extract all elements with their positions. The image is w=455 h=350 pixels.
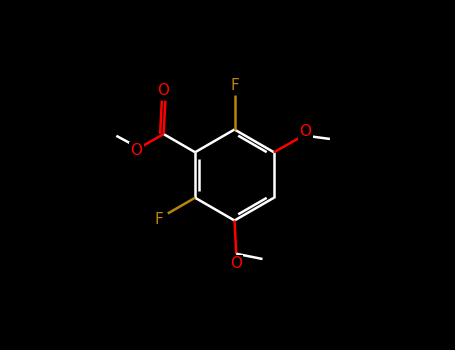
Text: O: O xyxy=(157,84,170,98)
Text: F: F xyxy=(230,78,239,93)
Text: O: O xyxy=(130,144,142,158)
Text: F: F xyxy=(155,212,163,227)
Text: O: O xyxy=(230,256,242,271)
Text: O: O xyxy=(299,125,311,139)
